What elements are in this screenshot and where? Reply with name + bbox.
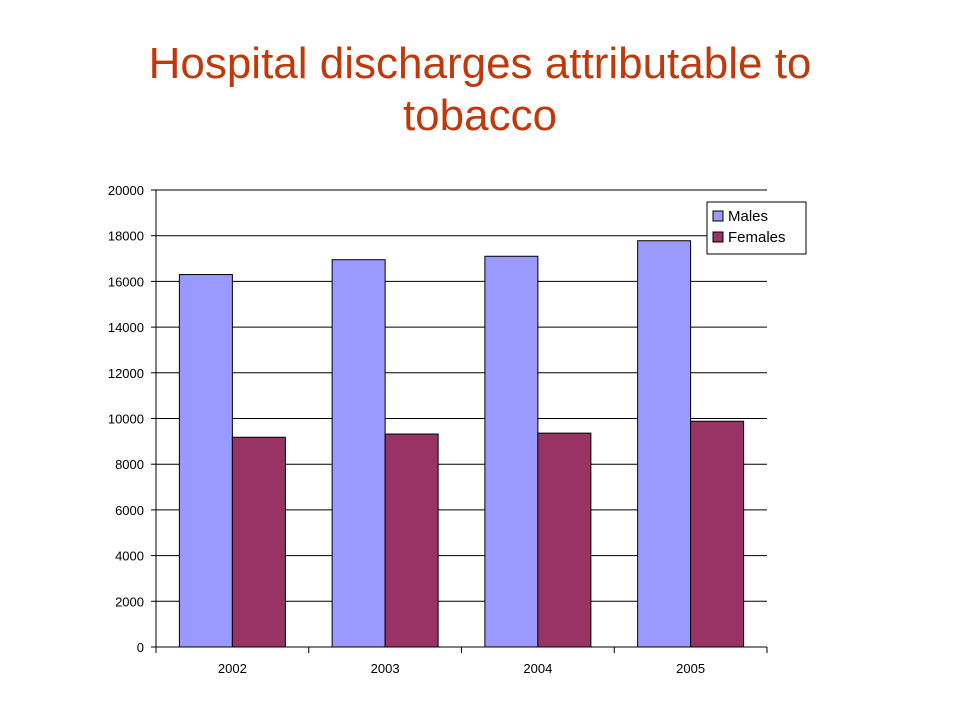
axes (151, 189, 768, 653)
bar-females-2005 (690, 420, 745, 648)
x-tick-label: 2004 (523, 661, 552, 676)
x-tick-label: 2005 (676, 661, 705, 676)
y-axis-labels: 0 2000 4000 6000 8000 10000 12000 14000 16000 180… (108, 183, 144, 655)
bar-males-2002 (178, 274, 233, 648)
bar-males-2004 (484, 255, 539, 648)
y-tick-label: 16000 (108, 274, 144, 289)
legend-swatch-females (712, 231, 724, 243)
y-tick-label: 4000 (115, 549, 144, 564)
bar-males-2005 (637, 240, 692, 648)
y-tick-label: 18000 (108, 229, 144, 244)
chart-title: Hospital discharges attributable to toba… (148, 39, 812, 140)
legend-label-females: Females (728, 229, 786, 246)
legend-box (706, 201, 807, 255)
x-axis-labels: 2002 2003 2004 2005 (218, 661, 705, 676)
bar-males-2003 (331, 259, 386, 648)
x-tick-label: 2003 (371, 661, 400, 676)
y-tick-label: 10000 (108, 412, 144, 427)
legend-swatch-males (712, 210, 724, 222)
y-tick-label: 6000 (115, 503, 144, 518)
y-tick-label: 14000 (108, 320, 144, 335)
legend: Males Females (706, 201, 807, 255)
bar-females-2004 (537, 432, 592, 648)
y-tick-label: 0 (137, 640, 144, 655)
legend-label-males: Males (728, 208, 768, 225)
y-tick-label: 2000 (115, 594, 144, 609)
bar-females-2003 (384, 433, 439, 648)
x-tick-label: 2002 (218, 661, 247, 676)
bars (178, 240, 745, 648)
y-tick-label: 8000 (115, 457, 144, 472)
y-tick-label: 12000 (108, 366, 144, 381)
bar-females-2002 (231, 436, 286, 648)
y-tick-label: 20000 (108, 183, 144, 198)
